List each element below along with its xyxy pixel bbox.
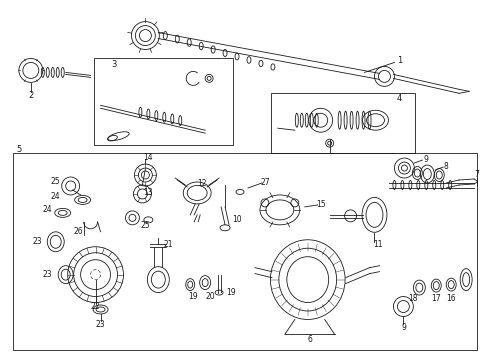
Text: 4: 4: [397, 94, 402, 103]
Text: 25: 25: [141, 221, 150, 230]
Text: 10: 10: [232, 215, 242, 224]
Text: 7: 7: [475, 170, 480, 179]
Text: 6: 6: [307, 335, 312, 344]
Text: 3: 3: [111, 60, 116, 69]
Text: 21: 21: [164, 240, 173, 249]
Text: 26: 26: [74, 227, 83, 236]
Text: 24: 24: [43, 206, 52, 215]
Text: 27: 27: [260, 179, 270, 188]
Text: 1: 1: [397, 56, 402, 65]
Text: 17: 17: [432, 294, 441, 303]
Text: 25: 25: [51, 177, 61, 186]
Text: 23: 23: [43, 270, 52, 279]
Text: 16: 16: [446, 294, 456, 303]
Text: 20: 20: [205, 292, 215, 301]
Text: 5: 5: [16, 145, 22, 154]
Text: 19: 19: [188, 292, 198, 301]
Text: 15: 15: [316, 201, 325, 210]
Text: 8: 8: [444, 162, 449, 171]
Text: 23: 23: [33, 237, 43, 246]
Text: 23: 23: [96, 320, 105, 329]
Bar: [94, 58, 233, 145]
Text: 19: 19: [226, 288, 236, 297]
Bar: [271, 93, 416, 153]
Text: 11: 11: [373, 240, 382, 249]
Text: 9: 9: [402, 323, 407, 332]
Bar: [13, 153, 477, 350]
Text: 12: 12: [197, 180, 207, 189]
Text: 18: 18: [409, 294, 418, 303]
Text: 14: 14: [144, 153, 153, 162]
Text: 22: 22: [91, 302, 100, 311]
Text: 13: 13: [144, 188, 153, 197]
Text: 2: 2: [28, 91, 33, 100]
Text: 24: 24: [51, 193, 61, 202]
Text: 9: 9: [424, 154, 429, 163]
